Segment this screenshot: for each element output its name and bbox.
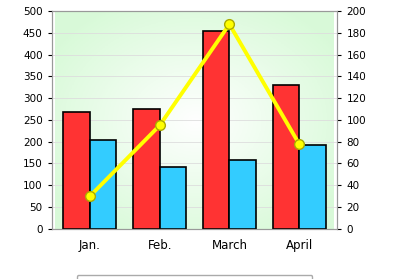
Bar (64, 112, 90, 229)
Bar (133, 109, 160, 229)
Legend: 2012, 2011, Year-on-year growth: 2012, 2011, Year-on-year growth (77, 275, 312, 279)
Bar (299, 145, 326, 229)
Bar (229, 160, 256, 229)
Bar (90, 140, 116, 229)
Bar (273, 85, 299, 229)
Bar (203, 31, 229, 229)
Bar (160, 167, 186, 229)
